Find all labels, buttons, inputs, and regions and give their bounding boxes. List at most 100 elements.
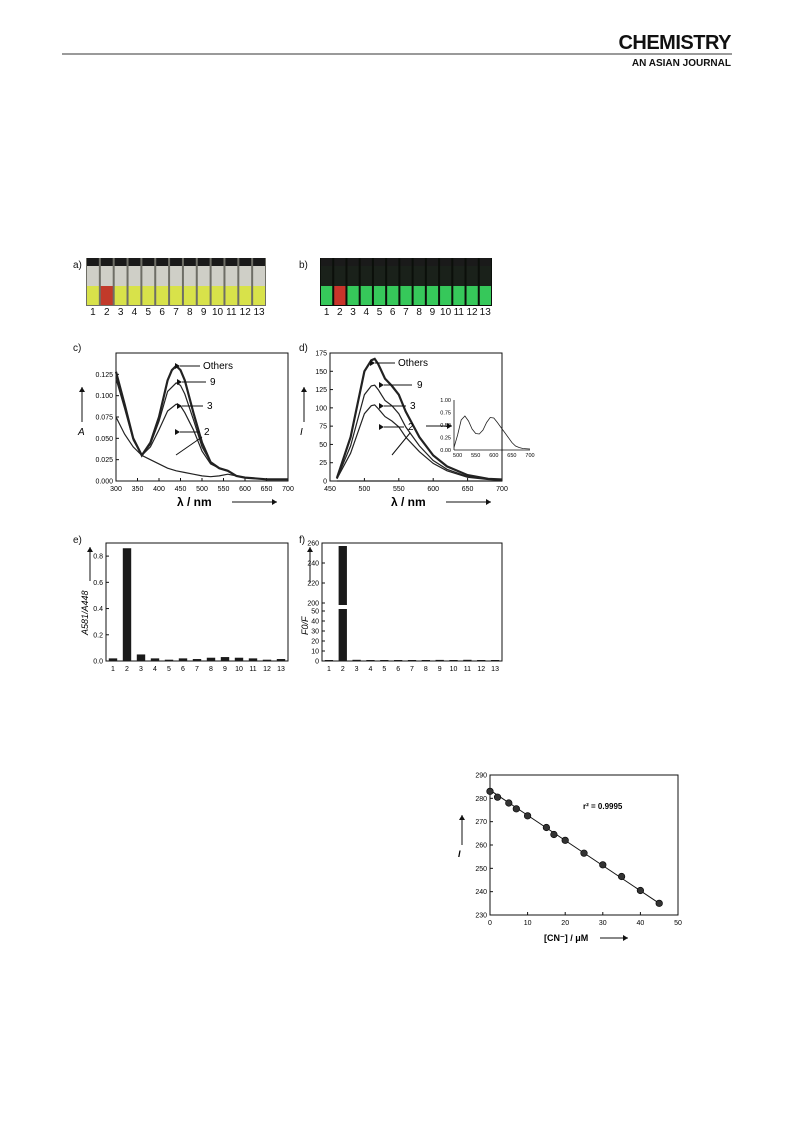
annotation-2: 2 [204,427,210,438]
y-tick-label: 0.0 [93,659,103,666]
annotation-2: 2 [408,422,414,433]
vial-glass [334,266,346,286]
vial-glass [479,266,491,286]
category-label: 10 [235,666,243,673]
vial-labels-a: 1 2 3 4 5 6 7 8 9 10 11 12 13 [86,307,266,318]
annotation-arrow-head [175,363,180,369]
vial-glass [453,266,465,286]
plot-frame [105,542,289,662]
annotation-3: 3 [207,401,213,412]
vial-liquid [387,286,399,305]
inset-y-tick-label: 1.00 [440,398,451,404]
x-tick-label: 550 [218,486,230,493]
data-point [599,861,607,869]
data-point [486,787,494,795]
vial-cap [253,258,265,266]
vial-liquid [197,286,210,305]
vial-liquid [253,286,265,305]
bar-9 [220,657,230,661]
inset-y-tick-label: 0.00 [440,448,451,454]
vial-number: 7 [173,307,179,318]
x-tick-label: 20 [561,920,569,927]
vial-glass [183,266,196,286]
category-label: 10 [450,666,458,673]
annotation-arrow-head [379,382,384,388]
category-label: 2 [341,666,345,673]
chart-calibration-scatter: 0 10 20 30 40 50 230 240 250 260 270 280 290 r² = 0.9… [458,773,682,944]
vial-cap [334,258,346,266]
vial-glass [142,266,155,286]
y-axis-arrow-head [79,387,85,392]
vial-cap [114,258,127,266]
bar-10 [234,657,244,661]
vial-number: 9 [200,307,207,318]
vial-cap [466,258,478,266]
panel-label-d: d) [299,343,308,354]
vial-cap [440,258,452,266]
journal-brand-title: CHEMISTRY [618,32,731,54]
y-axis-arrow-head [87,547,93,552]
y-tick-label: 20 [311,639,319,646]
vial-number: 12 [239,307,251,318]
bar-5 [164,659,174,661]
annotation-arrow-head [379,424,384,430]
vial-number: 12 [466,307,478,318]
vial-glass [211,266,224,286]
y-tick-label: 0.075 [95,415,113,422]
bar-12 [477,660,486,661]
y-tick-label: 40 [311,619,319,626]
y-tick-label: 75 [319,424,327,431]
x-axis-label: λ / nm [177,495,212,509]
bar-7 [407,660,417,661]
data-point [636,886,644,895]
vial-labels-b: 1 2 3 4 5 6 7 8 9 10 11 12 13 [320,307,492,318]
x-tick-label: 550 [393,486,405,493]
bar-9 [435,659,444,661]
vial-cap [225,258,238,266]
series-line-9 [115,374,288,480]
y-axis-label: I [300,427,303,438]
vial-glass [170,266,182,286]
vial-cap [211,258,224,266]
vial-glass [239,266,252,286]
annotation-9: 9 [417,380,423,391]
vial-liquid [400,286,412,305]
y-tick-label: 0.025 [95,457,113,464]
vial-cap [87,258,99,266]
y-tick-label: 50 [319,442,327,449]
x-axis-arrow-head [486,499,491,505]
vial-number: 4 [131,307,138,318]
y-tick-label: 150 [315,369,327,376]
bar-4 [150,658,160,661]
category-label: 4 [153,666,157,673]
x-tick-label: 700 [496,486,508,493]
series-line-others [114,364,288,481]
vial-liquid [239,286,252,305]
x-tick-label: 450 [324,486,336,493]
vial-number: 13 [479,307,491,318]
annotation-others: Others [203,361,233,372]
category-label: 12 [477,666,485,673]
y-tick-label: 250 [475,866,487,873]
vial-number: 8 [187,307,193,318]
data-point [523,812,532,820]
category-label: 4 [369,666,373,673]
vial-cap [142,258,155,266]
bar-3 [352,659,361,661]
vial-glass [360,266,372,286]
vial-number: 11 [226,307,237,318]
category-label: 8 [209,666,213,673]
category-label: 3 [355,666,359,673]
plot-frame [321,542,503,662]
data-point [542,823,550,832]
bar-4 [366,660,375,661]
vial-photo-a [86,258,266,306]
panel-label-a: a) [73,260,82,271]
y-axis-label: I [458,849,461,859]
axis-break [337,605,349,609]
vial-cap [156,258,169,266]
y-tick-label: 240 [475,889,487,896]
inset-x-tick-label: 700 [525,453,534,459]
bar-11 [463,659,472,661]
bar-1 [108,658,118,661]
